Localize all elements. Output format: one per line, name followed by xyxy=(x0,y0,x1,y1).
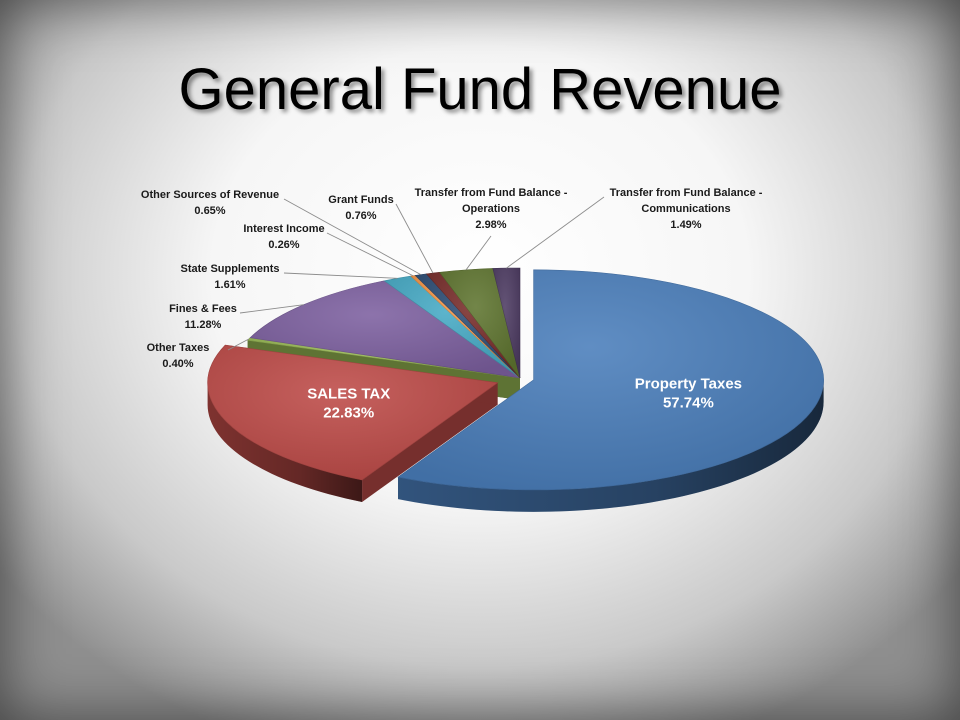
leader-line-fines-fees xyxy=(239,304,304,314)
data-label-other-taxes: Other Taxes 0.40% xyxy=(147,342,210,370)
data-label-grant-funds: Grant Funds 0.76% xyxy=(328,194,393,222)
leader-line-transfer-from-fund-balance-operations xyxy=(465,235,492,271)
data-label-other-sources-of-revenue: Other Sources of Revenue 0.65% xyxy=(141,189,279,217)
pie-side-sales-tax-wall-start xyxy=(362,382,498,502)
data-label-transfer-from-fund-balance-communications: Transfer from Fund Balance -Communicatio… xyxy=(610,187,763,231)
leader-line-other-taxes xyxy=(227,338,250,351)
pie-slice-shine-transfer-from-fund-balance-communications xyxy=(492,268,520,378)
data-label-state-supplements: State Supplements 1.61% xyxy=(180,263,279,291)
pie-slice-shine-interest-income xyxy=(410,275,520,378)
pie-slice-shine-grant-funds xyxy=(426,272,520,378)
pie-side-property-taxes-shade xyxy=(398,379,824,512)
data-label-property-taxes: Property Taxes 57.74% xyxy=(635,375,742,411)
pie-side-sales-tax-shade xyxy=(207,382,363,502)
pie-slice-shine-sales-tax xyxy=(207,345,498,480)
data-label-fines-fees: Fines & Fees 11.28% xyxy=(169,303,237,331)
pie-slice-shine-transfer-from-fund-balance-operations xyxy=(439,268,520,378)
leader-line-transfer-from-fund-balance-communications xyxy=(506,196,605,269)
leader-line-grant-funds xyxy=(395,203,434,274)
leader-line-other-sources-of-revenue xyxy=(283,198,422,276)
data-label-sales-tax: SALES TAX 22.83% xyxy=(307,385,390,421)
data-label-transfer-from-fund-balance-operations: Transfer from Fund Balance -Operations 2.… xyxy=(415,187,568,231)
leader-line-interest-income xyxy=(326,232,414,277)
pie-slice-shine-fines-fees xyxy=(250,280,520,378)
pie-slice-shine-state-supplements xyxy=(384,276,520,378)
pie-slice-shine-property-taxes xyxy=(398,269,824,490)
leader-line-state-supplements xyxy=(283,272,398,279)
data-label-interest-income: Interest Income 0.26% xyxy=(243,223,324,251)
slide-title: General Fund Revenue xyxy=(178,57,782,122)
pie-slice-shine-other-sources-of-revenue xyxy=(415,273,520,378)
